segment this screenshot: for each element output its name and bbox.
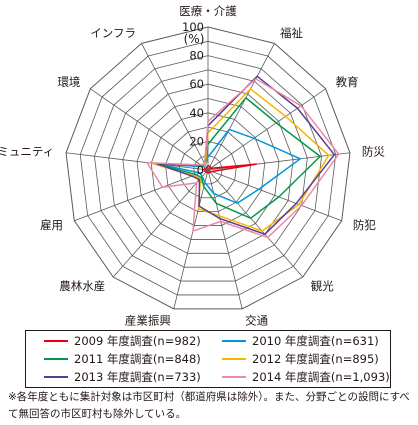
grid-ring [193,155,223,185]
chart-legend: 2009 年度調査(n=982) 2010 年度調査(n=631) 2011 年… [25,330,391,388]
radar-series [146,75,340,239]
axis-label: 地域コミュニティ [0,144,54,158]
series-line [150,88,330,232]
grid-ring [179,140,237,199]
grid-ring [136,98,280,240]
legend-swatch [44,376,68,378]
grid-ring [79,40,337,296]
axis-label: 農林水産 [59,279,105,293]
grid-ring [108,69,308,268]
axis-spoke [207,169,304,278]
footnote: ※各年度ともに集計対象は市区町村（都道府県は除外）。また、分野ごとの設問にすべて… [8,391,410,420]
axis-label: 環境 [57,75,80,89]
legend-label: 2009 年度調査(n=982) [74,334,201,348]
axis-spoke [207,88,326,171]
legend-item: 2009 年度調査(n=982) [44,332,201,350]
axis-label: 防災 [362,144,385,158]
radar-grid [65,26,351,310]
legend-swatch [44,340,68,342]
legend-swatch [222,340,246,342]
tick-label: 20 [189,134,204,148]
axis-spoke [207,169,342,222]
legend-item: 2010 年度調査(n=631) [222,332,379,350]
axis-spoke [141,43,209,171]
axis-label: 雇用 [40,218,63,232]
series-line [202,163,258,174]
legend-item: 2014 年度調査(n=1,093) [222,368,390,386]
axis-label: 教育 [336,75,359,89]
axis-label: 福祉 [280,26,303,40]
axis-spoke [74,169,209,222]
axis-spoke [112,169,209,278]
legend-item: 2011 年度調査(n=848) [44,350,201,368]
legend-item: 2013 年度調査(n=733) [44,368,201,386]
unit-label: (%) [184,32,205,46]
axis-label: 交通 [245,313,268,327]
legend-label: 2012 年度調査(n=895) [252,352,379,366]
axis-label: 医療・介護 [179,4,237,18]
axis-spoke [207,43,275,171]
legend-swatch [222,376,246,378]
legend-label: 2013 年度調査(n=733) [74,370,201,384]
axis-label: 観光 [311,279,334,293]
legend-label: 2011 年度調査(n=848) [74,352,201,366]
legend-swatch [44,358,68,360]
radar-tick-labels: 0 20 40 60 80 100 [182,20,204,177]
tick-label: 0 [197,163,204,177]
tick-label: 40 [189,106,204,120]
legend-item: 2012 年度調査(n=895) [222,350,379,368]
grid-ring [94,55,322,282]
grid-ring [65,26,351,310]
tick-label: 80 [189,49,204,63]
tick-label: 60 [189,77,204,91]
legend-swatch [222,358,246,360]
tick-label: 100 [182,20,204,34]
axis-spoke [90,88,209,171]
axis-label: インフラ [90,26,136,40]
legend-label: 2014 年度調査(n=1,093) [252,370,390,384]
series-line [146,78,340,239]
axis-spoke [65,152,209,171]
axis-label: 産業振興 [125,313,171,327]
series-line [153,97,321,219]
legend-label: 2010 年度調査(n=631) [252,334,379,348]
axis-label: 防犯 [353,218,376,232]
grid-ring [122,83,294,254]
axis-spoke [173,169,209,309]
